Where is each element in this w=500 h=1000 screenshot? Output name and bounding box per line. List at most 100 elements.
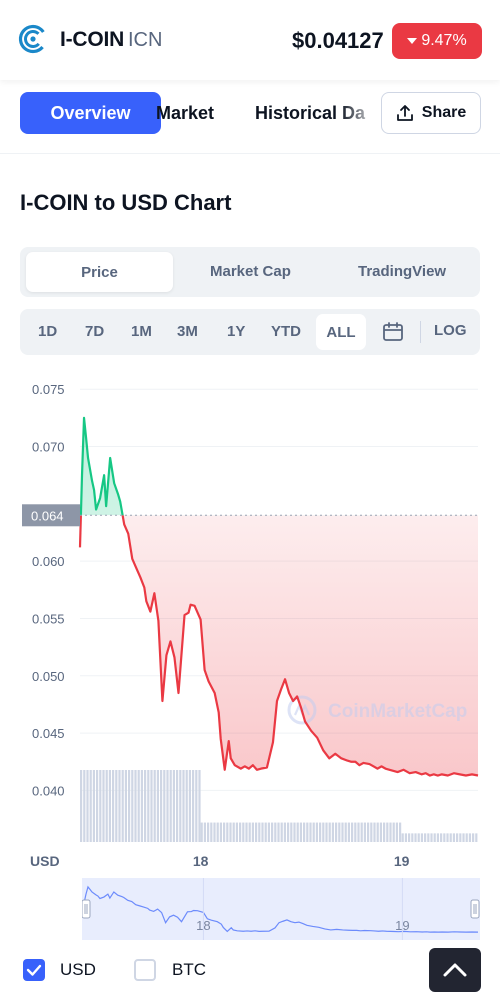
volume-bar [264, 822, 267, 842]
tab-overview[interactable]: Overview [20, 92, 161, 134]
tab-price[interactable]: Price [26, 252, 173, 292]
volume-bar [144, 770, 147, 842]
volume-bar [198, 770, 201, 842]
navigator-price-line [83, 885, 479, 933]
volume-bar [312, 822, 315, 842]
volume-bar [420, 833, 424, 842]
price-change-value: 9.47% [421, 32, 467, 49]
volume-bar [267, 822, 271, 842]
volume-bar [251, 822, 255, 842]
volume-bar [363, 822, 367, 842]
volume-bar [213, 822, 216, 842]
btc-checkbox[interactable] [134, 959, 156, 981]
volume-bar [131, 770, 134, 842]
share-button[interactable]: Share [381, 92, 481, 134]
volume-bar [274, 822, 277, 842]
price-chart[interactable]: CoinMarketCap 0.064 0.075 0.070 0.060 0.055… [0, 360, 500, 880]
navigator-right-handle[interactable] [470, 899, 480, 919]
volume-bar [185, 770, 188, 842]
y-axis-labels: 0.075 0.070 0.060 0.055 0.050 0.045 0.040 [32, 382, 65, 798]
chart-navigator[interactable]: 18 19 [82, 878, 480, 940]
tab-tradingview[interactable]: TradingView [358, 263, 447, 280]
volume-bar [389, 822, 392, 842]
volume-bar [475, 833, 478, 842]
volume-bar [459, 833, 462, 842]
range-divider [420, 321, 421, 343]
tabs-fade [340, 90, 380, 140]
area-below-baseline [80, 515, 478, 776]
range-1m[interactable]: 1M [131, 323, 152, 340]
volume-bar [293, 822, 296, 842]
calendar-icon[interactable] [382, 321, 404, 343]
volume-bar [325, 822, 328, 842]
volume-bar [188, 770, 191, 842]
tab-market-cap[interactable]: Market Cap [210, 263, 291, 280]
volume-bar [328, 822, 331, 842]
volume-bar [414, 833, 417, 842]
volume-bar [319, 822, 322, 842]
volume-bar [401, 833, 404, 842]
range-1y[interactable]: 1Y [227, 323, 246, 340]
volume-bar [338, 822, 341, 842]
volume-bar [226, 822, 229, 842]
volume-bar [322, 822, 325, 842]
volume-bar [102, 770, 105, 842]
navigator-tick-label: 18 [196, 918, 210, 933]
volume-bar [290, 822, 293, 842]
navigator-left-handle[interactable] [82, 899, 91, 919]
volume-bar [452, 833, 456, 842]
volume-bar [115, 770, 118, 842]
volume-bar [105, 770, 108, 842]
volume-bar [176, 770, 179, 842]
y-tick-label: 0.055 [32, 611, 65, 626]
volume-bar [309, 822, 312, 842]
scroll-to-top-button[interactable] [429, 948, 481, 992]
volume-bar [229, 822, 232, 842]
volume-bar [128, 770, 131, 842]
volume-bar [283, 822, 287, 842]
volume-bar [392, 822, 395, 842]
volume-bar [370, 822, 373, 842]
volume-bar [383, 822, 386, 842]
time-range-selector: 1D 7D 1M 3M 1Y YTD ALL LOG [20, 309, 480, 355]
usd-checkbox[interactable] [23, 959, 45, 981]
volume-bar [195, 770, 198, 842]
volume-bar [344, 822, 347, 842]
baseline-label-box [22, 504, 80, 527]
volume-bar [399, 822, 402, 842]
volume-bar [465, 833, 468, 842]
range-ytd[interactable]: YTD [271, 323, 301, 340]
volume-bar [341, 822, 344, 842]
volume-bar [121, 770, 124, 842]
volume-bar [140, 770, 143, 842]
volume-bar [287, 822, 290, 842]
tab-market[interactable]: Market [156, 103, 215, 123]
chart-type-selector: Price Market Cap TradingView [20, 247, 480, 297]
volume-bar [347, 822, 351, 842]
volume-bar [354, 822, 357, 842]
range-7d[interactable]: 7D [85, 323, 105, 340]
volume-bar [271, 822, 274, 842]
y-tick-label: 0.045 [32, 726, 65, 741]
volume-bar [376, 822, 379, 842]
volume-bar [367, 822, 370, 842]
baseline: 0.064 [22, 504, 478, 527]
navigator-tick-label: 19 [395, 918, 409, 933]
price-line [78, 416, 479, 777]
volume-bar [160, 770, 163, 842]
y-tick-label: 0.040 [32, 783, 65, 798]
share-label: Share [421, 104, 467, 121]
tab-historical-data[interactable]: Historical Da [255, 103, 366, 123]
volume-bar [277, 822, 280, 842]
volume-bar [427, 833, 430, 842]
volume-bar [443, 833, 446, 842]
navigator-line [83, 885, 479, 933]
range-1d[interactable]: 1D [38, 323, 58, 340]
x-tick-label: 19 [394, 853, 410, 869]
range-all[interactable]: ALL [316, 314, 366, 350]
range-3m[interactable]: 3M [177, 323, 198, 340]
volume-bar [395, 822, 399, 842]
log-scale-button[interactable]: LOG [434, 322, 467, 339]
volume-bar [248, 822, 251, 842]
legend-bar: USD BTC [0, 945, 500, 1000]
